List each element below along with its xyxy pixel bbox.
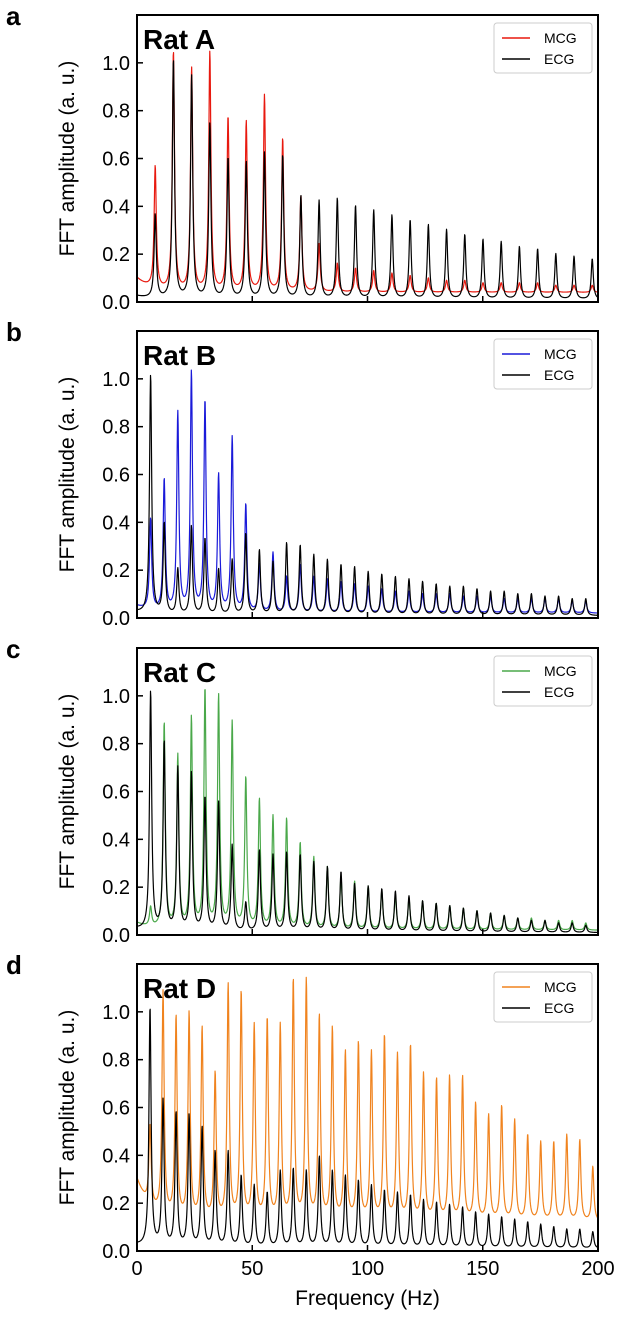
panel-b: 0.0 0.2 0.4 0.6 0.8 1.0 FFT amplitude (a. u.) b… <box>6 317 599 630</box>
legend: MCG ECG <box>493 971 593 1023</box>
y-tick-label: 1.0 <box>102 686 130 708</box>
legend-label-ecg: ECG <box>544 1000 574 1016</box>
series-lines <box>137 50 598 299</box>
panel-title: Rat C <box>143 657 216 688</box>
panel-letter: d <box>6 950 22 980</box>
legend-label-mcg: MCG <box>544 30 577 46</box>
y-tick-label: 0.0 <box>102 292 130 314</box>
legend-box <box>493 655 593 707</box>
x-tick-label: 50 <box>241 1258 263 1280</box>
x-tick-label: 200 <box>581 1258 614 1280</box>
x-tick-label: 150 <box>466 1258 499 1280</box>
ecg-series-line <box>137 690 598 934</box>
panel-d: 0.0 0.2 0.4 0.6 0.8 1.0 0 50 100 150 200 FFT amplit… <box>6 950 615 1310</box>
panel-a: 0.0 0.2 0.4 0.6 0.8 1.0 FFT amplitude (a. u.) a… <box>6 1 599 314</box>
y-tick-label: 0.4 <box>102 829 130 851</box>
legend: MCG ECG <box>493 655 593 707</box>
y-axis-label: FFT amplitude (a. u.) <box>56 694 79 890</box>
legend-label-ecg: ECG <box>544 51 574 67</box>
y-tick-label: 0.0 <box>102 1241 130 1263</box>
legend-label-ecg: ECG <box>544 367 574 383</box>
series-lines <box>137 689 598 934</box>
y-tick-label: 0.8 <box>102 417 130 439</box>
ecg-series-line <box>137 60 598 299</box>
y-tick-label: 0.0 <box>102 925 130 947</box>
y-tick-label: 1.0 <box>102 53 130 75</box>
legend-box <box>493 22 593 74</box>
y-tick-label: 0.6 <box>102 782 130 804</box>
y-tick-label: 0.0 <box>102 608 130 630</box>
x-tick-label: 100 <box>351 1258 384 1280</box>
y-tick-label: 0.6 <box>102 1098 130 1120</box>
y-tick-label: 0.4 <box>102 196 130 218</box>
y-axis-label: FFT amplitude (a. u.) <box>56 377 79 573</box>
panel-c: 0.0 0.2 0.4 0.6 0.8 1.0 FFT amplitude (a. u.) c… <box>6 634 599 947</box>
legend-label-mcg: MCG <box>544 979 577 995</box>
ecg-series-line <box>137 1008 598 1248</box>
y-tick-label: 1.0 <box>102 1002 130 1024</box>
series-lines <box>137 976 598 1248</box>
y-tick-label: 0.2 <box>102 560 130 582</box>
ecg-series-line <box>137 374 598 616</box>
legend-label-ecg: ECG <box>544 684 574 700</box>
legend-box <box>493 971 593 1023</box>
legend-label-mcg: MCG <box>544 663 577 679</box>
legend: MCG ECG <box>493 338 593 390</box>
panel-letter: a <box>6 1 21 31</box>
mcg-series-line <box>137 976 598 1219</box>
legend-box <box>493 338 593 390</box>
panel-letter: b <box>6 317 22 347</box>
y-tick-label: 1.0 <box>102 369 130 391</box>
x-axis-label: Frequency (Hz) <box>295 1287 440 1310</box>
panel-letter: c <box>6 634 20 664</box>
y-tick-label: 0.8 <box>102 101 130 123</box>
mcg-series-line <box>137 50 598 293</box>
y-tick-label: 0.6 <box>102 149 130 171</box>
legend-label-mcg: MCG <box>544 346 577 362</box>
y-axis-label: FFT amplitude (a. u.) <box>56 1010 79 1206</box>
y-tick-label: 0.8 <box>102 734 130 756</box>
y-tick-label: 0.6 <box>102 465 130 487</box>
series-lines <box>137 369 598 616</box>
y-tick-label: 0.2 <box>102 1193 130 1215</box>
y-tick-label: 0.2 <box>102 244 130 266</box>
y-tick-label: 0.4 <box>102 512 130 534</box>
panel-title: Rat B <box>143 340 216 371</box>
x-tick-label: 0 <box>131 1258 142 1280</box>
y-axis-label: FFT amplitude (a. u.) <box>56 61 79 257</box>
panel-title: Rat A <box>143 24 215 55</box>
panel-title: Rat D <box>143 973 216 1004</box>
y-tick-label: 0.4 <box>102 1145 130 1167</box>
y-tick-label: 0.8 <box>102 1050 130 1072</box>
y-tick-label: 0.2 <box>102 877 130 899</box>
legend: MCG ECG <box>493 22 593 74</box>
